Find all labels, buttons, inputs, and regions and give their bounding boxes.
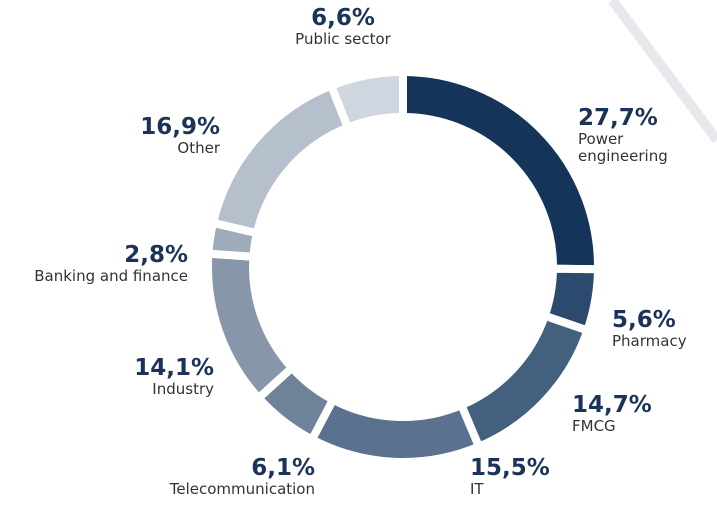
value-label: 15,5% [470, 455, 550, 481]
segment-label: 2,8% Banking and finance [34, 242, 188, 285]
segment-label: 14,1% Industry [134, 355, 214, 398]
category-label: Other [177, 139, 220, 157]
donut-segment [204, 249, 298, 404]
value-label: 2,8% [124, 242, 188, 268]
segment-label: 6,1% Telecommunication [170, 455, 315, 498]
segment-label: 5,6% Pharmacy [612, 307, 687, 350]
segment-label: 27,7% Power engineering [578, 105, 688, 165]
donut-segment [326, 67, 407, 133]
value-label: 5,6% [612, 307, 676, 333]
category-label: Public sector [295, 30, 391, 48]
segment-label: 6,6% Public sector [295, 5, 391, 48]
donut-segment [456, 310, 593, 452]
value-label: 27,7% [578, 105, 658, 131]
segment-label: 16,9% Other [140, 114, 220, 157]
donut-segment [399, 67, 602, 274]
decor-line [608, 0, 717, 143]
donut-segment [208, 80, 353, 238]
category-label: Pharmacy [612, 332, 687, 350]
category-label: Power engineering [578, 130, 668, 165]
value-label: 6,6% [311, 5, 375, 31]
segment-label: 15,5% IT [470, 455, 550, 498]
segment-label: 14,7% FMCG [572, 392, 652, 435]
category-label: Telecommunication [169, 480, 315, 498]
value-label: 14,7% [572, 392, 652, 418]
value-label: 14,1% [134, 355, 214, 381]
category-label: FMCG [572, 417, 616, 435]
category-label: Banking and finance [34, 267, 188, 285]
category-label: Industry [152, 380, 214, 398]
category-label: IT [470, 480, 484, 498]
donut-segment [306, 394, 485, 466]
value-label: 16,9% [140, 114, 220, 140]
value-label: 6,1% [251, 455, 315, 481]
